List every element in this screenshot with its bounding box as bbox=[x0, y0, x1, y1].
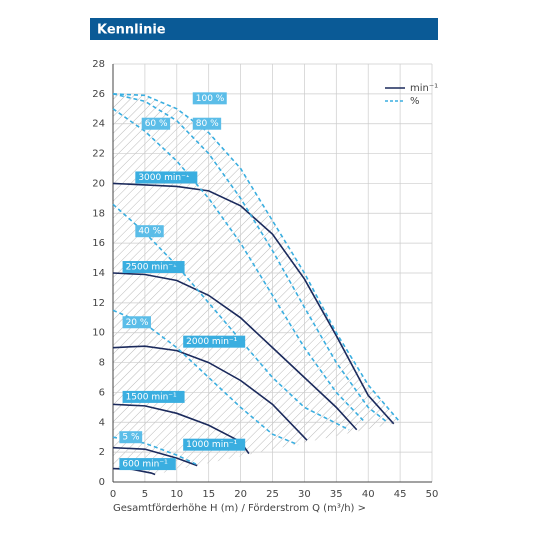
series-label-box bbox=[135, 225, 164, 238]
series-label-box bbox=[192, 92, 227, 105]
series-label-box bbox=[183, 335, 246, 348]
series-line bbox=[112, 203, 350, 431]
header-title: Kennlinie bbox=[97, 23, 166, 38]
y-tick-label: 6 bbox=[99, 387, 105, 398]
series-label-box bbox=[119, 431, 143, 444]
x-tick-label: 50 bbox=[426, 489, 439, 500]
y-tick-label: 4 bbox=[99, 417, 105, 428]
series-label-box bbox=[122, 390, 185, 403]
legend-label: % bbox=[410, 96, 420, 107]
x-tick-label: 10 bbox=[170, 489, 183, 500]
y-tick-label: 18 bbox=[92, 208, 105, 219]
series-label: 60 % bbox=[145, 119, 168, 129]
y-tick-label: 24 bbox=[92, 119, 105, 130]
y-tick-label: 28 bbox=[92, 59, 105, 70]
header-bar bbox=[90, 18, 438, 40]
series-label-box bbox=[183, 438, 246, 451]
series-line bbox=[112, 93, 401, 423]
y-tick-label: 20 bbox=[92, 178, 105, 189]
series-label: 3000 min⁻¹ bbox=[138, 173, 189, 183]
series-label: 2000 min⁻¹ bbox=[186, 337, 237, 347]
series-label-box bbox=[192, 117, 222, 130]
x-tick-label: 0 bbox=[110, 489, 116, 500]
x-tick-label: 30 bbox=[298, 489, 311, 500]
series-label: 40 % bbox=[138, 227, 161, 237]
series-line bbox=[112, 182, 395, 425]
series-line bbox=[112, 446, 198, 467]
x-tick-label: 40 bbox=[362, 489, 375, 500]
series-label: 1500 min⁻¹ bbox=[126, 392, 177, 402]
y-tick-label: 2 bbox=[99, 447, 105, 458]
series-label-box bbox=[141, 117, 171, 130]
series-line bbox=[112, 345, 308, 441]
series-line bbox=[112, 108, 366, 423]
operating-area bbox=[113, 93, 401, 475]
x-tick-label: 15 bbox=[202, 489, 215, 500]
series-label: 80 % bbox=[196, 119, 219, 129]
y-tick-label: 8 bbox=[99, 358, 105, 369]
y-tick-label: 10 bbox=[92, 328, 105, 339]
x-tick-label: 45 bbox=[394, 489, 407, 500]
x-tick-label: 5 bbox=[142, 489, 148, 500]
y-tick-label: 12 bbox=[92, 298, 105, 309]
series-label: 1000 min⁻¹ bbox=[186, 440, 237, 450]
series-label-box bbox=[122, 261, 185, 274]
y-tick-label: 14 bbox=[92, 268, 105, 279]
x-tick-label: 25 bbox=[266, 489, 279, 500]
y-tick-label: 0 bbox=[99, 477, 105, 488]
x-tick-label: 20 bbox=[234, 489, 247, 500]
series-label: 100 % bbox=[196, 94, 225, 104]
series-label-box bbox=[122, 316, 151, 329]
x-axis-label: Gesamtförderhöhe H (m) / Förderstrom Q (… bbox=[113, 503, 366, 514]
y-tick-label: 16 bbox=[92, 238, 105, 249]
y-tick-label: 26 bbox=[92, 89, 105, 100]
x-tick-label: 35 bbox=[330, 489, 343, 500]
series-line bbox=[112, 272, 358, 431]
series-label-box bbox=[119, 458, 176, 471]
legend-label: min⁻¹ bbox=[410, 83, 438, 94]
series-label: 600 min⁻¹ bbox=[122, 460, 168, 470]
series-line bbox=[112, 93, 388, 423]
series-label: 5 % bbox=[122, 433, 140, 443]
series-label: 20 % bbox=[126, 318, 149, 328]
y-tick-label: 22 bbox=[92, 149, 105, 160]
series-line bbox=[112, 309, 299, 446]
series-label: 2500 min⁻¹ bbox=[126, 263, 177, 273]
series-label-box bbox=[135, 171, 198, 184]
